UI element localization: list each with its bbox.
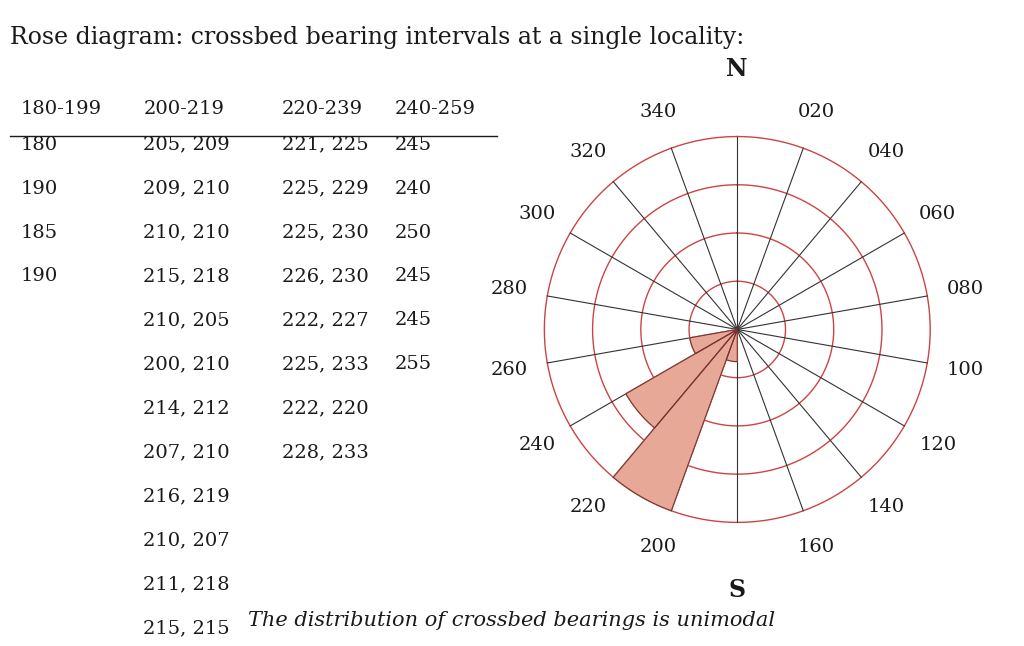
Text: 220: 220 [570, 498, 607, 516]
Polygon shape [690, 329, 737, 353]
Text: 040: 040 [867, 143, 904, 161]
Text: 280: 280 [490, 280, 527, 298]
Text: The distribution of crossbed bearings is unimodal: The distribution of crossbed bearings is… [249, 611, 775, 630]
Text: 140: 140 [867, 498, 904, 516]
Text: 245: 245 [394, 136, 431, 154]
Text: 215, 218: 215, 218 [143, 267, 230, 286]
Text: 210, 207: 210, 207 [143, 531, 230, 549]
Text: 190: 190 [20, 267, 57, 286]
Text: 180-199: 180-199 [20, 100, 101, 118]
Text: 340: 340 [639, 103, 677, 121]
Text: 216, 219: 216, 219 [143, 487, 230, 505]
Text: 240-259: 240-259 [394, 100, 475, 118]
Text: 250: 250 [394, 224, 431, 242]
Text: 180: 180 [20, 136, 57, 154]
Text: 300: 300 [518, 205, 555, 223]
Polygon shape [726, 329, 737, 362]
Text: 245: 245 [394, 267, 431, 286]
Text: 205, 209: 205, 209 [143, 136, 230, 154]
Text: 220-239: 220-239 [282, 100, 362, 118]
Text: 222, 227: 222, 227 [282, 311, 369, 329]
Text: 210, 205: 210, 205 [143, 311, 230, 329]
Text: 190: 190 [20, 180, 57, 198]
Text: 207, 210: 207, 210 [143, 443, 230, 461]
Text: 200-219: 200-219 [143, 100, 224, 118]
Text: 120: 120 [920, 436, 956, 454]
Text: 240: 240 [394, 180, 431, 198]
Polygon shape [613, 329, 737, 511]
Text: 214, 212: 214, 212 [143, 399, 230, 417]
Text: 240: 240 [518, 436, 555, 454]
Text: 215, 215: 215, 215 [143, 619, 230, 637]
Text: 211, 218: 211, 218 [143, 575, 230, 593]
Text: 255: 255 [394, 355, 431, 373]
Text: 225, 229: 225, 229 [282, 180, 369, 198]
Text: Rose diagram: crossbed bearing intervals at a single locality:: Rose diagram: crossbed bearing intervals… [10, 26, 744, 49]
Text: 160: 160 [798, 538, 835, 556]
Text: 020: 020 [798, 103, 835, 121]
Text: 228, 233: 228, 233 [282, 443, 369, 461]
Text: 100: 100 [947, 360, 984, 379]
Text: 260: 260 [490, 360, 527, 379]
Text: 222, 220: 222, 220 [282, 399, 369, 417]
Text: N: N [726, 57, 749, 81]
Text: 200: 200 [640, 538, 677, 556]
Text: 245: 245 [394, 311, 431, 329]
Text: 200, 210: 200, 210 [143, 355, 230, 373]
Text: 225, 233: 225, 233 [282, 355, 369, 373]
Polygon shape [626, 329, 737, 428]
Text: 209, 210: 209, 210 [143, 180, 230, 198]
Text: 226, 230: 226, 230 [282, 267, 369, 286]
Text: 221, 225: 221, 225 [282, 136, 369, 154]
Text: 210, 210: 210, 210 [143, 224, 230, 242]
Text: 080: 080 [947, 280, 984, 298]
Text: S: S [729, 578, 745, 602]
Text: 225, 230: 225, 230 [282, 224, 369, 242]
Text: 185: 185 [20, 224, 57, 242]
Text: 320: 320 [569, 143, 607, 161]
Text: 060: 060 [920, 205, 956, 223]
